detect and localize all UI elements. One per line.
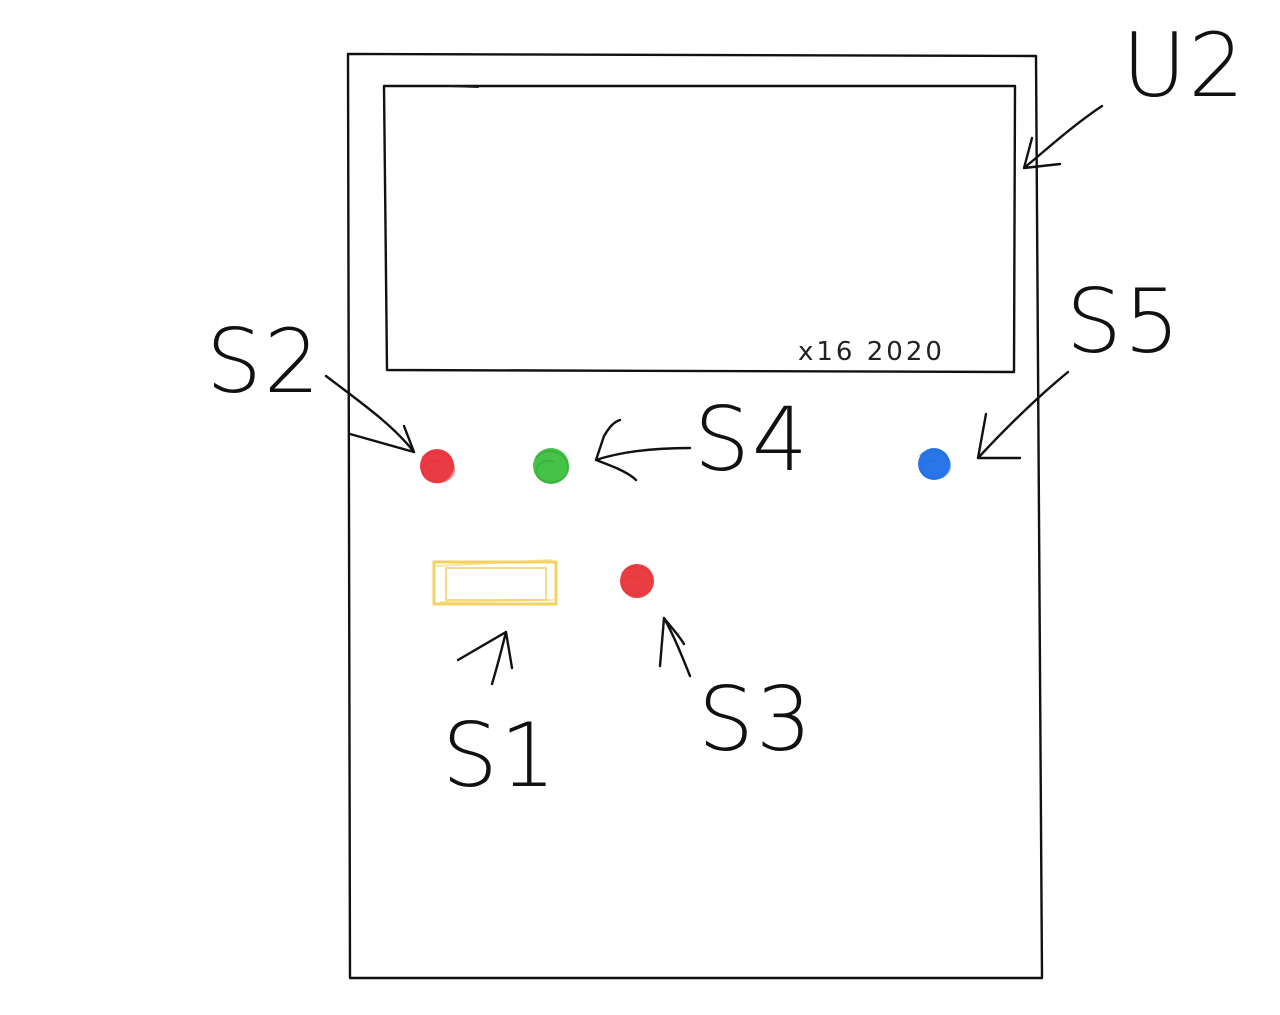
display-outline [382, 84, 1017, 374]
led-right-arrow [976, 370, 1070, 460]
led-middle-label: S4 [694, 388, 810, 491]
display-outline-detail [449, 85, 479, 88]
slide-switch-icon [432, 559, 558, 606]
red-led-icon [420, 449, 456, 484]
led-left-arrow [324, 374, 416, 454]
switch-arrow [456, 630, 514, 686]
led-right-label: S5 [1066, 270, 1182, 373]
display-arrow [1022, 104, 1104, 170]
red-led-icon [620, 564, 654, 598]
enclosure-outline [346, 52, 1044, 980]
display-marking: x16 2020 [798, 337, 945, 367]
green-led-icon [533, 448, 570, 484]
led-middle-arrow [594, 418, 692, 482]
led-left-label: S2 [206, 310, 322, 413]
led-lower-arrow [658, 616, 692, 678]
switch-label: S1 [442, 704, 558, 807]
display-label: U2 [1122, 14, 1246, 117]
blue-led-icon [918, 448, 952, 480]
led-lower-label: S3 [698, 668, 814, 771]
